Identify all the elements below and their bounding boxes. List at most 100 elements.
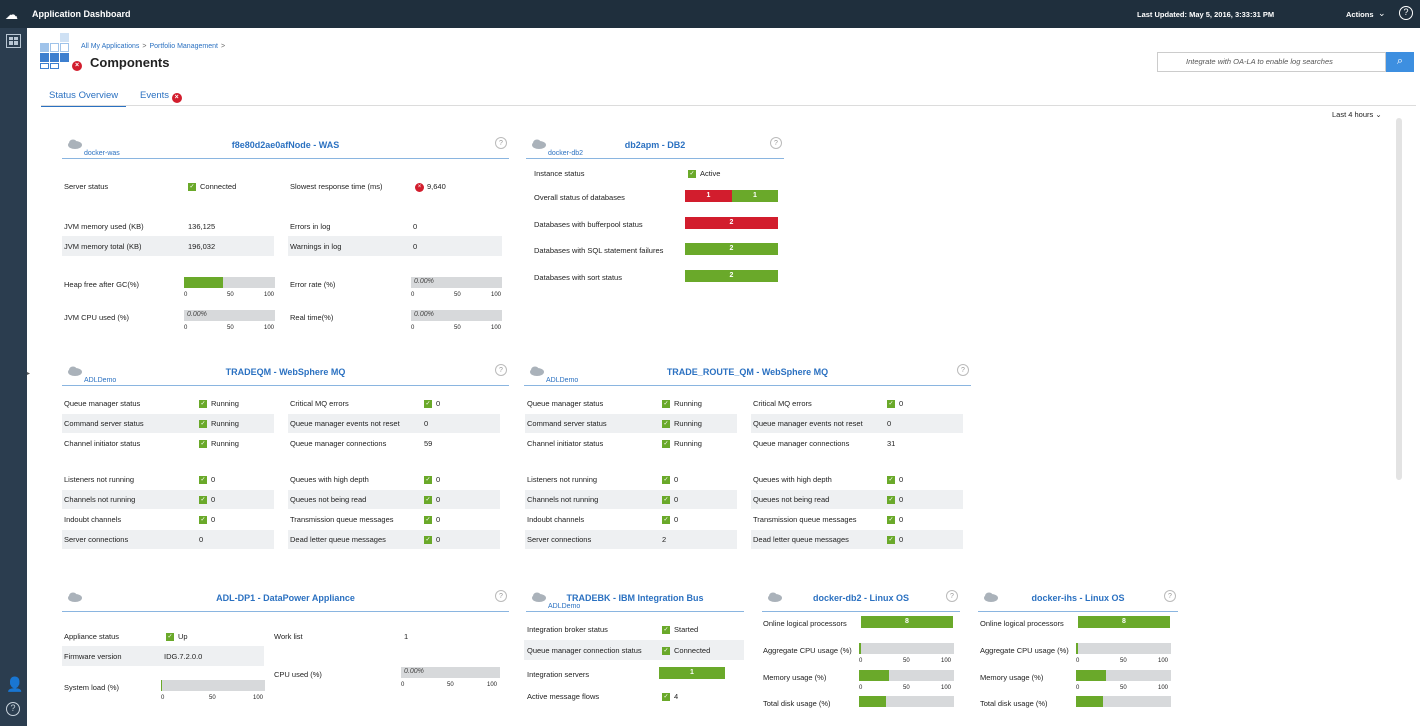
- help-icon[interactable]: ?: [1399, 6, 1413, 20]
- linux-db2-memory-bar: [859, 670, 954, 681]
- last-updated: Last Updated: May 5, 2016, 3:33:31 PM: [1137, 10, 1275, 19]
- mq-status-value: ✓ Running: [662, 439, 702, 449]
- mq-status-value: ✓ 0: [662, 475, 679, 485]
- linux-ihs-cpu-bar: [1076, 643, 1171, 654]
- cloud-icon: [68, 592, 82, 602]
- linux-db2-cpu-bar: [859, 643, 954, 654]
- linux-ihs-title[interactable]: docker-ihs - Linux OS: [1031, 593, 1125, 603]
- collapse-handle-icon[interactable]: ▸: [27, 371, 31, 377]
- mq-status-value: 59: [424, 439, 433, 448]
- db2-title[interactable]: db2apm - DB2: [624, 140, 686, 150]
- cloud-icon: [532, 139, 546, 149]
- dp-cpu-bar: 0.00%: [401, 667, 500, 678]
- check-icon: ✓: [688, 170, 696, 179]
- mq2-subtitle[interactable]: ADLDemo: [546, 377, 579, 384]
- integration-servers-bar[interactable]: 1: [659, 667, 725, 679]
- mq-status-value: 0: [887, 419, 892, 428]
- mq-status-value: ✓ 0: [662, 495, 679, 505]
- mq-status-value: ✓ 0: [887, 475, 904, 485]
- help-icon[interactable]: ?: [6, 702, 20, 716]
- search-icon[interactable]: ⌕: [1386, 52, 1414, 72]
- help-icon[interactable]: ?: [495, 137, 507, 149]
- chevron-down-icon[interactable]: ⌄: [1378, 8, 1386, 18]
- log-search-input[interactable]: Integrate with OA-LA to enable log searc…: [1157, 52, 1386, 72]
- check-icon: ✓: [662, 626, 670, 635]
- user-icon[interactable]: 👤: [6, 676, 24, 692]
- check-icon: ✓: [887, 516, 895, 525]
- mq-status-value: ✓ 0: [424, 535, 441, 545]
- app-title: Application Dashboard: [32, 9, 131, 19]
- check-icon: ✓: [424, 536, 432, 545]
- check-icon: ✓: [662, 647, 670, 656]
- help-icon[interactable]: ?: [946, 590, 958, 602]
- error-icon: ×: [415, 182, 424, 192]
- iib-title[interactable]: TRADEBK - IBM Integration Bus: [566, 593, 704, 603]
- mq-status-value: ✓ 0: [887, 399, 904, 409]
- mq-status-value: ✓ Running: [662, 419, 702, 429]
- mq-status-value: ✓ 0: [424, 475, 441, 485]
- iib-subtitle[interactable]: ADLDemo: [548, 603, 581, 610]
- iib-card-header: TRADEBK - IBM Integration Bus ADLDemo: [526, 590, 744, 612]
- check-icon: ✓: [199, 440, 207, 449]
- mq-status-value: ✓ 0: [424, 515, 441, 525]
- mq-status-value: ✓ Running: [662, 399, 702, 409]
- dashboard-icon[interactable]: [6, 34, 21, 48]
- cloud-icon: [768, 592, 782, 602]
- db-sort-bar[interactable]: 2: [685, 270, 778, 282]
- mq-status-value: ✓ 0: [662, 515, 679, 525]
- help-icon[interactable]: ?: [1164, 590, 1176, 602]
- help-icon[interactable]: ?: [770, 137, 782, 149]
- mq1-title[interactable]: TRADEQM - WebSphere MQ: [225, 367, 346, 377]
- mq-status-value: ✓ 0: [887, 515, 904, 525]
- was-subtitle[interactable]: docker-was: [84, 150, 120, 157]
- check-icon: ✓: [424, 516, 432, 525]
- db2-subtitle[interactable]: docker-db2: [548, 150, 584, 157]
- mq-status-value: ✓ 0: [199, 475, 216, 485]
- help-icon[interactable]: ?: [957, 364, 969, 376]
- time-range-select[interactable]: Last 4 hours ⌄: [1332, 110, 1382, 119]
- cloud-icon: [984, 592, 998, 602]
- slowest-response-value: × 9,640: [415, 182, 446, 192]
- help-icon[interactable]: ?: [495, 590, 507, 602]
- dp-system-load-bar: [161, 680, 265, 691]
- tab-events[interactable]: Events ×: [140, 90, 182, 103]
- check-icon: ✓: [887, 496, 895, 505]
- actions-menu[interactable]: Actions: [1346, 10, 1374, 19]
- scrollbar[interactable]: [1396, 118, 1402, 480]
- linux-ihs-procs-bar[interactable]: 8: [1078, 616, 1170, 628]
- help-icon[interactable]: ?: [495, 364, 507, 376]
- check-icon: ✓: [662, 693, 670, 702]
- check-icon: ✓: [662, 496, 670, 505]
- db-overall-normal[interactable]: 1: [732, 190, 778, 202]
- events-error-icon: ×: [171, 93, 182, 103]
- db-overall-critical[interactable]: 1: [685, 190, 732, 202]
- tab-status-overview[interactable]: Status Overview: [41, 90, 127, 107]
- left-nav: 👤 ?: [0, 28, 27, 726]
- linux-db2-title[interactable]: docker-db2 - Linux OS: [812, 593, 909, 603]
- check-icon: ✓: [424, 496, 432, 505]
- breadcrumb-all-apps[interactable]: All My Applications: [81, 43, 140, 50]
- was-title[interactable]: f8e80d2ae0afNode - WAS: [231, 140, 340, 150]
- check-icon: ✓: [424, 476, 432, 485]
- mq-status-value: 0: [199, 535, 204, 544]
- db-sql-failures-bar[interactable]: 2: [685, 243, 778, 255]
- mq-status-value: ✓ 0: [199, 495, 216, 505]
- linux-ihs-memory-bar: [1076, 670, 1171, 681]
- db2-card-header: db2apm - DB2 docker-db2 ?: [526, 137, 784, 159]
- jvm-cpu-bar: 0.00%: [184, 310, 275, 321]
- linux-db2-procs-bar[interactable]: 8: [861, 616, 953, 628]
- datapower-card-header: ADL-DP1 - DataPower Appliance ?: [62, 590, 509, 612]
- check-icon: ✓: [662, 420, 670, 429]
- mq1-subtitle[interactable]: ADLDemo: [84, 377, 117, 384]
- mq2-title[interactable]: TRADE_ROUTE_QM - WebSphere MQ: [666, 367, 829, 377]
- mq-status-value: 0: [424, 419, 429, 428]
- mq-status-value: ✓ 0: [199, 515, 216, 525]
- datapower-title[interactable]: ADL-DP1 - DataPower Appliance: [216, 593, 355, 603]
- breadcrumb-portfolio[interactable]: Portfolio Management: [149, 43, 218, 50]
- cloud-icon: [68, 366, 82, 376]
- db-bufferpool-bar[interactable]: 2: [685, 217, 778, 229]
- check-icon: ✓: [166, 633, 174, 642]
- check-icon: ✓: [199, 516, 207, 525]
- cloud-icon: [530, 366, 544, 376]
- linux-db2-disk-bar: [859, 696, 954, 707]
